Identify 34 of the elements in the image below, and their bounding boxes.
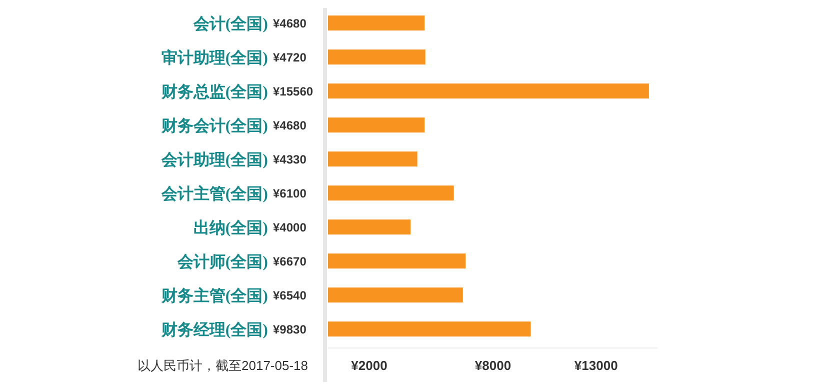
data-label: ¥6540 bbox=[273, 288, 307, 302]
data-label: ¥15560 bbox=[273, 84, 314, 98]
y-tick-label: 财务主管(全国) bbox=[160, 286, 268, 305]
bar bbox=[328, 16, 425, 30]
bar bbox=[328, 322, 531, 336]
y-tick-label: 财务会计(全国) bbox=[160, 117, 268, 135]
data-label: ¥6670 bbox=[273, 254, 307, 268]
x-tick-label: ¥2000 bbox=[351, 358, 388, 373]
text: 以人民币计，截至2017-05-18 bbox=[138, 358, 308, 373]
y-tick-label: 财务经理(全国) bbox=[160, 321, 268, 339]
bar bbox=[328, 220, 410, 234]
bar bbox=[328, 152, 418, 166]
bar bbox=[328, 118, 425, 132]
y-tick-label: 会计助理(全国) bbox=[160, 151, 268, 169]
data-label: ¥4680 bbox=[273, 16, 307, 30]
y-tick-label: 会计(全国) bbox=[192, 15, 268, 33]
y-tick-label: 出纳(全国) bbox=[193, 219, 268, 237]
y-tick-label: 会计主管(全国) bbox=[160, 184, 268, 203]
y-tick-label: 财务总监(全国) bbox=[160, 83, 268, 101]
data-label: ¥4720 bbox=[273, 50, 307, 64]
data-label: ¥4330 bbox=[273, 152, 307, 166]
bar bbox=[328, 288, 463, 302]
bar bbox=[328, 84, 649, 98]
data-label: ¥9830 bbox=[273, 322, 307, 336]
bar bbox=[328, 50, 426, 64]
bar bbox=[328, 186, 454, 200]
x-tick-label: ¥13000 bbox=[574, 358, 618, 373]
y-tick-label: 审计助理(全国) bbox=[161, 48, 268, 67]
bar bbox=[328, 254, 466, 268]
data-label: ¥6100 bbox=[273, 186, 307, 200]
x-tick-label: ¥8000 bbox=[474, 358, 512, 373]
y-tick-label: 会计师(全国) bbox=[176, 253, 268, 271]
data-label: ¥4000 bbox=[273, 220, 307, 234]
data-label: ¥4680 bbox=[273, 118, 307, 132]
